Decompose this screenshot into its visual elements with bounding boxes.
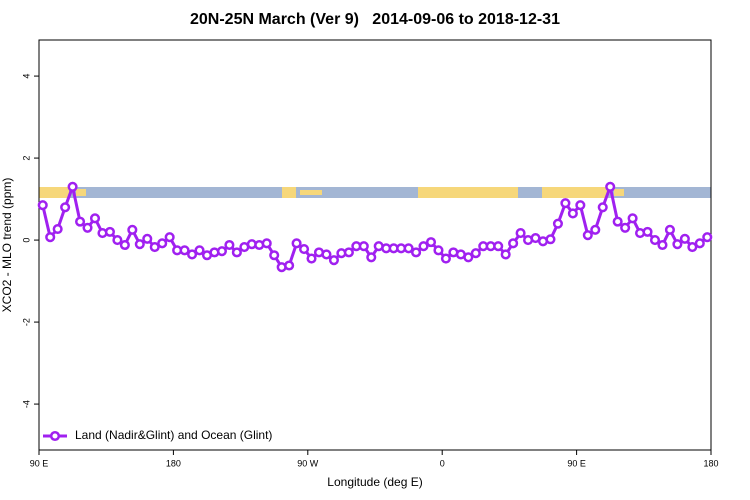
data-point	[321, 249, 332, 260]
x-tick-label: 90 E	[30, 458, 49, 468]
data-point	[60, 202, 71, 213]
data-point	[67, 181, 78, 192]
data-point	[433, 245, 444, 256]
legend-marker	[49, 430, 61, 442]
data-point	[164, 232, 175, 243]
data-point	[515, 228, 526, 239]
data-point	[149, 242, 160, 253]
data-point	[45, 232, 56, 243]
data-point	[142, 233, 153, 244]
data-point	[403, 243, 414, 254]
data-point	[291, 238, 302, 249]
data-point	[612, 216, 623, 227]
data-point	[89, 213, 101, 224]
data-point	[425, 237, 437, 248]
data-point	[418, 241, 429, 252]
land-mask-strip	[39, 187, 711, 198]
y-tick-label: 2	[21, 156, 31, 161]
data-point	[75, 216, 86, 227]
data-point	[269, 250, 280, 261]
data-point	[567, 208, 578, 219]
data-point	[440, 253, 451, 264]
data-point	[664, 224, 675, 235]
data-point	[642, 226, 653, 237]
data-point	[411, 247, 422, 258]
data-point	[134, 239, 145, 250]
data-point	[649, 235, 661, 246]
data-point	[597, 202, 608, 213]
legend-label: Land (Nadir&Glint) and Ocean (Glint)	[75, 428, 272, 442]
data-point	[119, 239, 130, 251]
data-point	[306, 253, 317, 264]
data-point	[187, 249, 198, 260]
data-point	[493, 241, 504, 252]
x-tick-label: 180	[166, 458, 181, 468]
x-tick-label: 90 W	[297, 458, 319, 468]
data-point	[552, 218, 563, 229]
x-tick-label: 0	[440, 458, 445, 468]
data-point	[590, 224, 601, 235]
data-point	[194, 245, 205, 256]
chart-title: 20N-25N March (Ver 9) 2014-09-06 to 2018…	[190, 11, 560, 28]
data-point	[366, 252, 377, 263]
data-point	[284, 260, 295, 271]
y-tick-label: -4	[21, 400, 31, 408]
data-point	[127, 224, 138, 235]
data-point	[620, 222, 631, 233]
data-point	[299, 244, 310, 255]
data-point	[231, 247, 242, 258]
y-axis-label: XCO2 - MLO trend (ppm)	[0, 178, 14, 313]
data-point	[216, 246, 227, 257]
data-point	[508, 238, 519, 249]
data-point	[343, 247, 354, 258]
data-point	[560, 198, 571, 209]
x-tick-label: 90 E	[567, 458, 586, 468]
data-point	[500, 249, 511, 260]
data-point	[104, 226, 115, 237]
x-tick-label: 180	[703, 458, 718, 468]
data-point	[328, 255, 339, 266]
y-tick-label: 0	[21, 238, 31, 243]
data-point	[112, 235, 123, 246]
data-point	[582, 230, 593, 241]
data-point	[37, 200, 48, 211]
data-point	[679, 233, 690, 244]
data-point	[261, 238, 272, 249]
data-point	[157, 238, 168, 249]
data-point	[687, 242, 698, 253]
y-tick-label: -2	[21, 318, 31, 326]
data-point	[463, 252, 474, 263]
data-point	[545, 234, 556, 245]
data-point	[179, 245, 190, 256]
data-point	[605, 181, 616, 192]
data-point	[627, 213, 638, 224]
data-point	[575, 200, 586, 211]
data-point	[657, 239, 668, 251]
y-tick-label: 4	[21, 74, 31, 79]
data-point	[358, 241, 369, 252]
x-axis-label: Longitude (deg E)	[327, 475, 422, 489]
data-point	[82, 222, 93, 233]
data-point	[224, 239, 235, 251]
data-point	[702, 232, 713, 243]
data-point	[694, 238, 705, 249]
data-point	[470, 248, 481, 259]
data-point	[52, 223, 63, 235]
data-point	[672, 239, 683, 250]
plot-frame	[38, 39, 712, 451]
